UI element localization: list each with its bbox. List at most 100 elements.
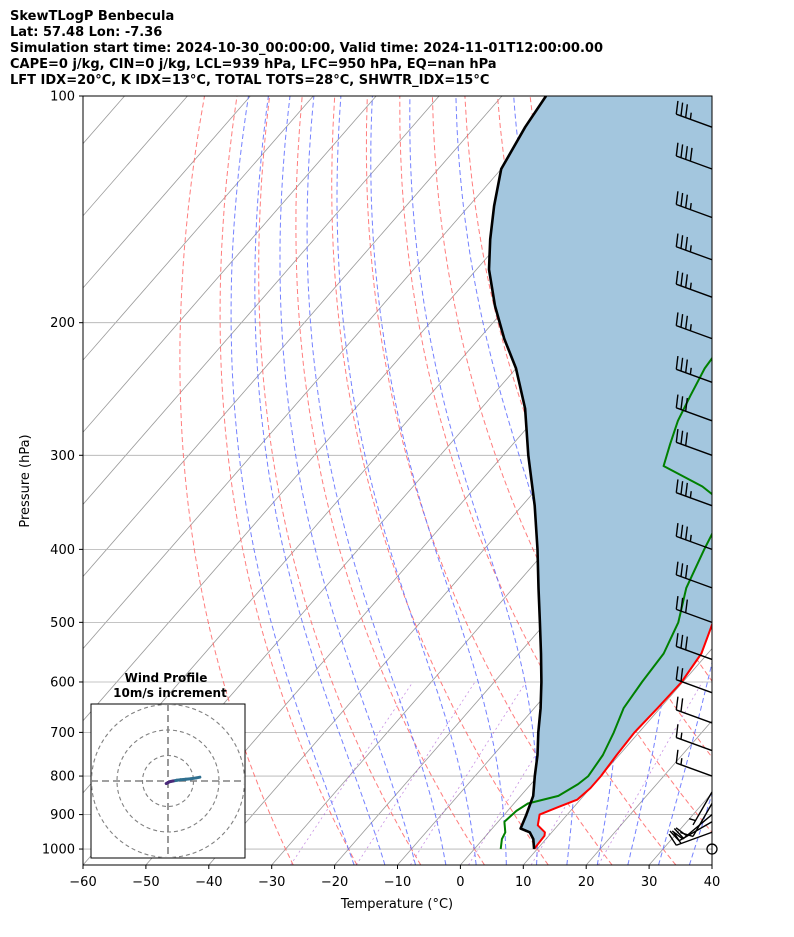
- dry-adiabat: [219, 96, 358, 865]
- wind-barb: [675, 696, 713, 724]
- barb-flag: [675, 561, 679, 575]
- barb-half-flag: [689, 245, 692, 252]
- moist-adiabat: [688, 792, 712, 865]
- isotherm-line: [83, 96, 566, 650]
- barb-flag: [680, 272, 684, 286]
- barb-flag: [680, 314, 684, 328]
- barb-staff: [676, 246, 713, 261]
- barb-half-flag: [680, 732, 683, 740]
- x-tick-label: −50: [132, 875, 159, 890]
- parcel-profile: [487, 96, 548, 850]
- barb-flag: [680, 102, 684, 116]
- x-tick-label: 20: [578, 875, 595, 890]
- isotherm-line: [522, 647, 712, 865]
- mixing-ratio-line: [598, 681, 703, 865]
- x-tick-label: −20: [321, 875, 348, 890]
- barb-staff: [676, 762, 713, 777]
- barb-flag: [680, 357, 684, 372]
- barb-half-flag: [689, 202, 692, 210]
- wind-barb: [688, 791, 713, 826]
- y-tick-label: 400: [50, 543, 75, 558]
- barb-flag: [684, 599, 689, 613]
- barb-flag: [675, 142, 679, 157]
- barb-staff: [676, 535, 713, 551]
- barb-flag: [689, 147, 693, 162]
- barb-half-flag: [680, 758, 683, 765]
- x-tick-label: −10: [384, 875, 411, 890]
- wind-barb: [675, 428, 713, 456]
- wind-barbs: [668, 100, 718, 855]
- moist-adiabat: [336, 96, 477, 865]
- barb-flag: [680, 396, 684, 410]
- barb-flag: [680, 524, 684, 539]
- barb-flag: [675, 523, 679, 537]
- isotherm-line: [83, 96, 503, 578]
- dry-adiabat: [331, 96, 549, 865]
- wind-barb: [675, 479, 713, 507]
- isotherm-line: [711, 864, 712, 865]
- moist-adiabat: [279, 96, 416, 865]
- y-tick-label: 300: [50, 449, 75, 464]
- barb-flag: [675, 633, 679, 647]
- barb-staff: [676, 441, 713, 456]
- barb-staff: [676, 709, 713, 724]
- barb-half-flag: [689, 534, 692, 542]
- cape-cin-shading: [489, 96, 712, 849]
- barb-flag: [684, 104, 689, 118]
- barb-staff: [676, 736, 713, 752]
- wind-barb: [675, 142, 713, 170]
- wind-barb: [675, 394, 713, 422]
- barb-staff: [692, 803, 713, 837]
- y-tick-label: 800: [50, 770, 75, 785]
- y-tick-label: 500: [50, 616, 75, 631]
- x-tick-label: 0: [456, 875, 464, 890]
- location-line: Lat: 57.48 Lon: -7.36: [10, 25, 163, 40]
- x-tick-label: −40: [195, 875, 222, 890]
- barb-flag: [675, 233, 679, 247]
- hodograph-inset: Wind Profile 10m/s increment: [90, 671, 246, 859]
- isotherm-line: [83, 96, 314, 361]
- barb-staff: [676, 407, 713, 422]
- dry-adiabat: [258, 96, 422, 865]
- chart-title: SkewTLogP Benbecula: [10, 9, 175, 24]
- isotherm-line: [397, 503, 712, 865]
- barb-half-flag: [689, 282, 692, 290]
- hodograph-subtitle: 10m/s increment: [113, 686, 227, 700]
- wind-barb: [675, 523, 713, 551]
- dry-adiabat: [791, 96, 794, 865]
- dry-adiabat: [399, 96, 677, 865]
- y-tick-label: 100: [50, 90, 75, 105]
- wind-barb: [675, 191, 713, 219]
- barb-flag: [680, 597, 684, 612]
- wind-barb: [675, 233, 713, 261]
- barb-staff: [676, 831, 713, 846]
- x-axis-ticks: −60 −50 −40 −30 −20 −10 0 10 20 30 40: [69, 865, 720, 890]
- barb-half-flag: [688, 817, 696, 822]
- wind-barb: [675, 724, 713, 752]
- barb-flag: [675, 724, 679, 738]
- barb-flag: [675, 312, 679, 326]
- x-tick-label: −60: [69, 875, 96, 890]
- wind-barb: [675, 749, 713, 777]
- barb-half-flag: [689, 367, 692, 375]
- barb-flag: [675, 100, 679, 115]
- wind-barb: [675, 312, 713, 340]
- barb-staff: [692, 791, 713, 826]
- temperature-profile: [533, 621, 712, 850]
- barb-flag: [675, 394, 679, 408]
- y-axis-ticks: 100 200 300 400 500 600 700 800 900 1000: [42, 90, 83, 858]
- barb-flag: [684, 432, 689, 446]
- moist-adiabat: [230, 96, 355, 865]
- barb-staff: [676, 608, 713, 624]
- barb-flag: [673, 828, 684, 839]
- dry-adiabat: [179, 96, 294, 865]
- wind-barb: [675, 596, 713, 624]
- barb-staff: [676, 679, 713, 694]
- wind-barb: [669, 821, 713, 842]
- barb-flag: [680, 668, 684, 682]
- y-tick-label: 700: [50, 726, 75, 741]
- barb-flag: [684, 236, 689, 251]
- barb-staff: [676, 574, 713, 589]
- cin-shading: [489, 96, 712, 849]
